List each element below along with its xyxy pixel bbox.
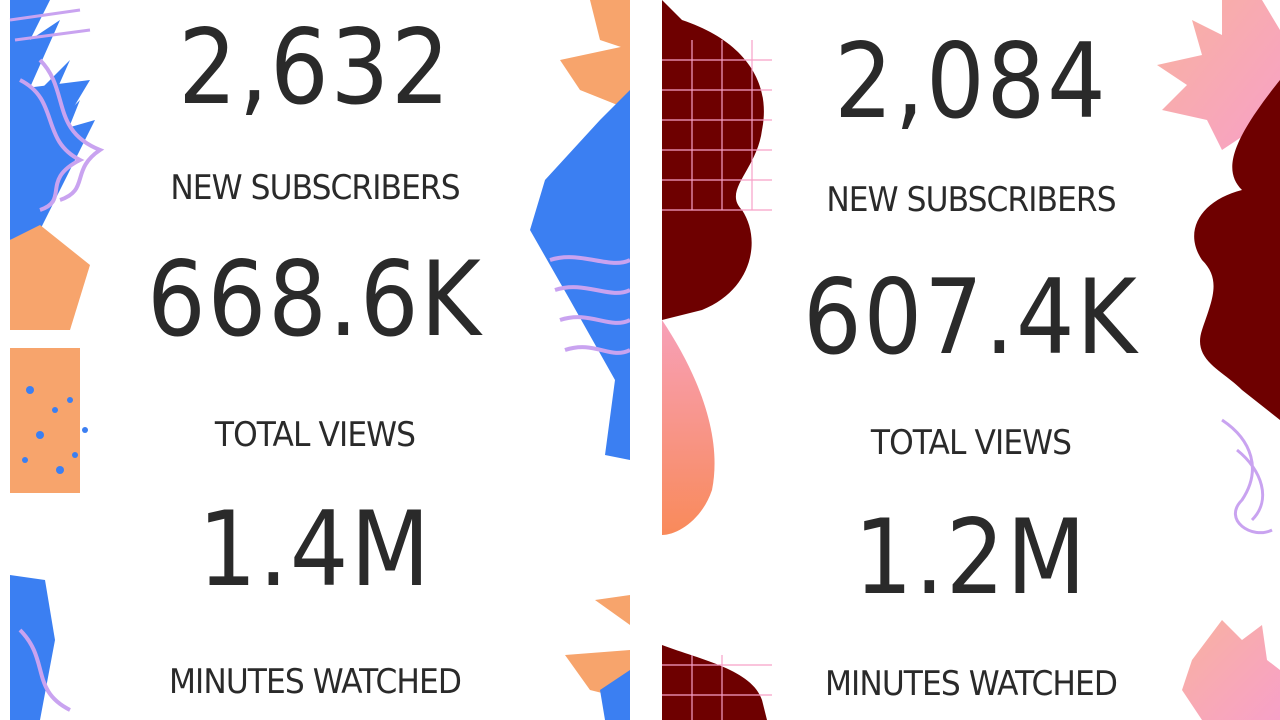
left-abstract-brush-decoration — [9, 0, 630, 720]
card-separator — [630, 0, 662, 720]
total-views-label: TOTAL VIEWS — [870, 423, 1072, 463]
minutes-watched-label: MINUTES WATCHED — [168, 662, 462, 702]
new-subscribers-label: NEW SUBSCRIBERS — [826, 180, 1116, 220]
new-subscribers-value: 2,084 — [834, 22, 1108, 142]
minutes-watched-label: MINUTES WATCHED — [824, 664, 1118, 704]
total-views-label: TOTAL VIEWS — [214, 415, 416, 455]
minutes-watched-value: 1.2M — [854, 498, 1088, 618]
total-views-value: 607.4K — [803, 258, 1139, 378]
total-views-value: 668.6K — [147, 240, 483, 360]
left-stats-card: 2,632 NEW SUBSCRIBERS 668.6K TOTAL VIEWS… — [0, 0, 630, 720]
new-subscribers-label: NEW SUBSCRIBERS — [170, 168, 460, 208]
new-subscribers-value: 2,632 — [178, 8, 452, 128]
right-abstract-shape-decoration — [662, 0, 1280, 720]
minutes-watched-value: 1.4M — [198, 490, 432, 610]
right-stats-card: 2,084 NEW SUBSCRIBERS 607.4K TOTAL VIEWS… — [662, 0, 1280, 720]
